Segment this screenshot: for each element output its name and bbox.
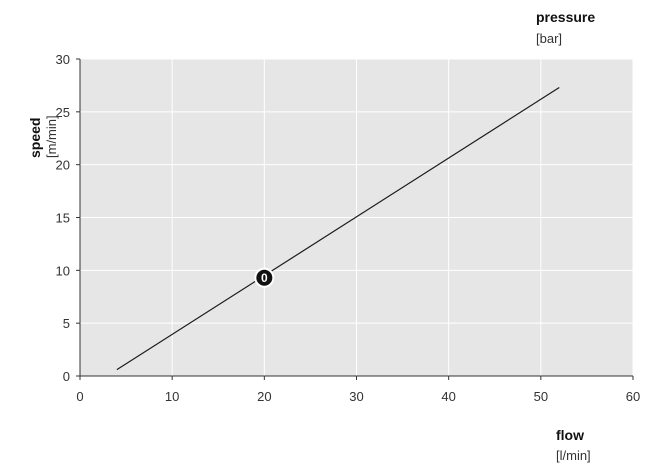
y-axis-label: speed [27, 118, 43, 158]
y-tick-label: 5 [63, 316, 70, 331]
x-tick-label: 60 [626, 389, 640, 404]
y-axis-unit: [m/min] [44, 115, 59, 158]
x-tick-label: 0 [76, 389, 83, 404]
x-tick-label: 40 [441, 389, 455, 404]
series-line [116, 87, 560, 371]
y-tick-label: 30 [56, 52, 70, 67]
operating-point-label: 0 [261, 271, 268, 285]
pressure-label: pressure [536, 9, 595, 25]
y-tick-labels: 0 5 10 15 20 25 30 [56, 52, 70, 384]
y-tick-label: 20 [56, 158, 70, 173]
operating-point-marker [254, 267, 275, 288]
axes [76, 58, 634, 380]
x-axis-unit: [l/min] [556, 448, 591, 463]
pressure-unit: [bar] [536, 31, 562, 46]
x-tick-label: 10 [165, 389, 179, 404]
x-tick-labels: 0 10 20 30 40 50 60 [76, 389, 640, 404]
x-axis-label: flow [556, 427, 584, 443]
y-tick-label: 10 [56, 263, 70, 278]
y-tick-label: 15 [56, 211, 70, 226]
series-layer [116, 87, 560, 371]
y-tick-label: 25 [56, 105, 70, 120]
y-tick-label: 0 [63, 369, 70, 384]
annotation-layer: 0 [254, 267, 275, 288]
x-tick-label: 30 [349, 389, 363, 404]
x-tick-label: 20 [257, 389, 271, 404]
x-tick-label: 50 [534, 389, 548, 404]
